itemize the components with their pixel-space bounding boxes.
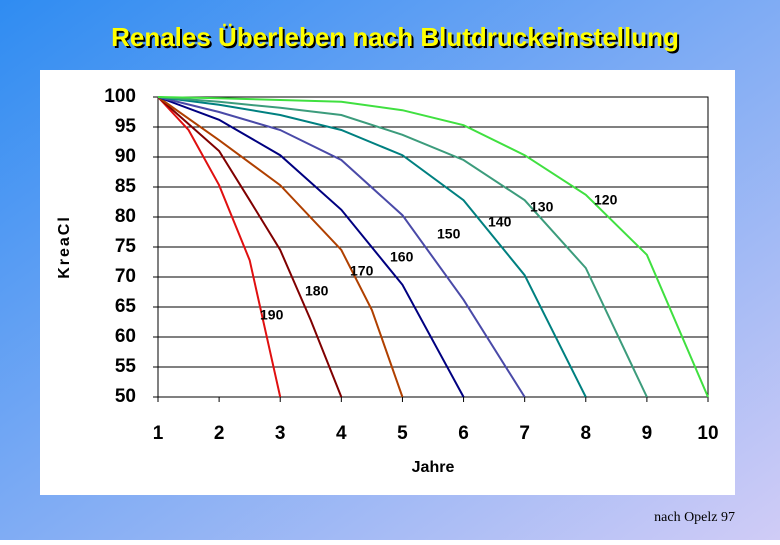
x-tick-label: 5	[397, 423, 408, 444]
y-tick-label: 80	[115, 206, 136, 227]
x-tick-label: 6	[458, 423, 469, 444]
y-tick-label: 50	[115, 386, 136, 407]
y-tick-label: 95	[115, 116, 137, 137]
line-series	[157, 96, 343, 398]
x-tick-label: 1	[153, 423, 164, 444]
y-tick-label: 70	[115, 266, 136, 287]
series-label: 170	[350, 263, 374, 279]
y-tick-label: 55	[115, 356, 137, 377]
line-series	[157, 96, 648, 398]
series-label: 130	[530, 199, 554, 215]
x-tick-label: 10	[697, 423, 718, 444]
x-tick-label: 4	[336, 423, 347, 444]
line-series	[157, 96, 404, 398]
footnote: nach Opelz 97	[654, 510, 735, 525]
series-label: 120	[594, 192, 618, 208]
series-label: 140	[488, 214, 512, 230]
line-series	[157, 96, 465, 398]
series-label: 160	[390, 249, 414, 265]
line-series	[157, 96, 282, 398]
x-axis-label: Jahre	[412, 459, 455, 476]
title-shadow: Renales Überleben nach Blutdruckeinstell…	[113, 24, 681, 54]
line-series	[157, 96, 587, 398]
y-tick-label: 85	[115, 176, 137, 197]
line-series	[157, 96, 526, 398]
line-series	[157, 96, 709, 398]
plot-frame	[157, 96, 709, 398]
series-label: 190	[260, 307, 284, 323]
y-tick-label: 65	[115, 296, 137, 317]
x-tick-label: 8	[580, 423, 591, 444]
x-tick-label: 9	[642, 423, 653, 444]
chart-title: Renales Überleben nach Blutdruckeinstell…	[111, 22, 679, 52]
series-label: 150	[437, 226, 461, 242]
y-tick-label: 100	[104, 86, 136, 107]
y-tick-label: 75	[115, 236, 137, 257]
x-tick-label: 2	[214, 423, 225, 444]
series-label: 180	[305, 283, 329, 299]
y-tick-label: 90	[115, 146, 136, 167]
chart-panel	[40, 70, 735, 495]
x-tick-label: 7	[519, 423, 530, 444]
x-tick-label: 3	[275, 423, 286, 444]
y-axis-label: KreaCl	[56, 215, 73, 279]
y-tick-label: 60	[115, 326, 136, 347]
